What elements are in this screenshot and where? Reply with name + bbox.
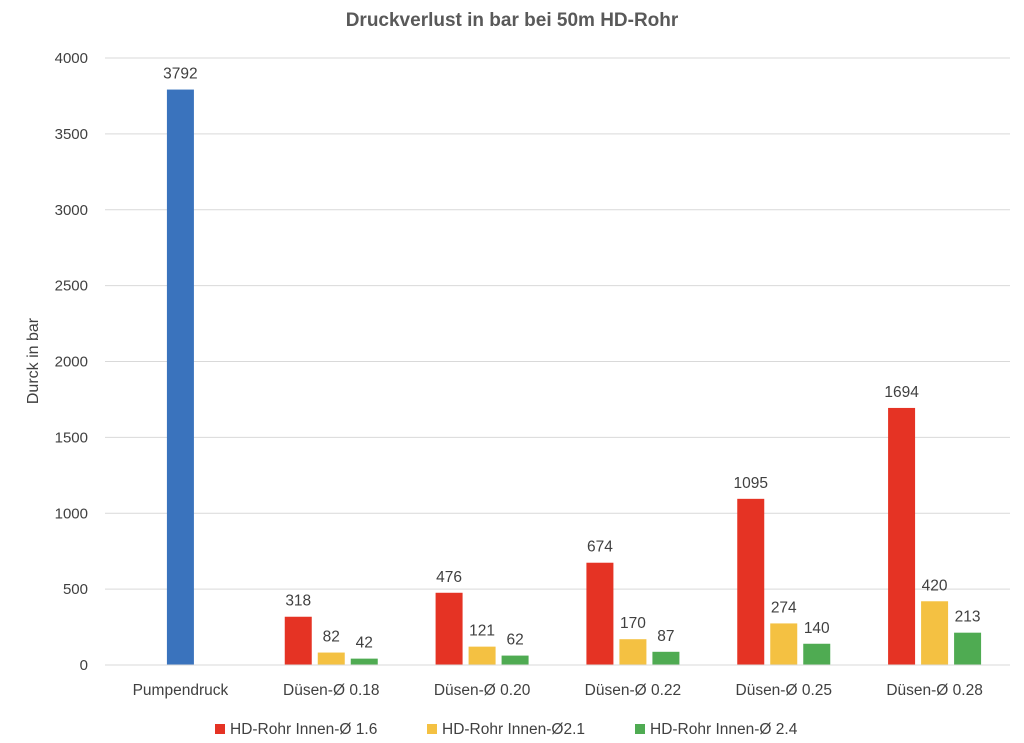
bar [350, 658, 378, 665]
y-tick-label: 0 [80, 657, 88, 674]
bar [166, 89, 194, 665]
bar [737, 498, 765, 665]
y-tick-label: 2000 [55, 354, 88, 371]
legend-item: HD-Rohr Innen-Ø 1.6 [215, 721, 377, 738]
data-label: 42 [356, 635, 373, 652]
bar [652, 651, 680, 665]
y-axis-label: Durck in bar [25, 317, 42, 404]
data-label: 82 [323, 629, 340, 646]
data-label: 420 [922, 577, 948, 594]
legend-item: HD-Rohr Innen-Ø2.1 [427, 721, 585, 738]
bar [284, 616, 312, 665]
legend: HD-Rohr Innen-Ø 1.6 HD-Rohr Innen-Ø2.1 HD-… [215, 721, 798, 738]
x-category-label: Düsen-Ø 0.25 [736, 682, 833, 699]
y-tick-label: 1500 [55, 429, 88, 446]
y-tick-label: 2500 [55, 278, 88, 295]
data-label: 1095 [734, 475, 768, 492]
y-tick-label: 3500 [55, 126, 88, 143]
legend-swatch [427, 724, 437, 734]
bar [888, 407, 916, 665]
data-label: 121 [469, 623, 495, 640]
data-label: 213 [955, 609, 981, 626]
data-label: 62 [506, 632, 523, 649]
bars [166, 89, 982, 665]
gridlines [105, 57, 1010, 590]
bar [435, 592, 463, 665]
data-labels: 3792 318 82 42 476 121 62 674 170 87 1095 274 140 169… [163, 66, 980, 652]
data-label: 476 [436, 569, 462, 586]
x-category-label: Düsen-Ø 0.18 [283, 682, 380, 699]
legend-swatch [215, 724, 225, 734]
data-label: 3792 [163, 66, 197, 83]
bar [803, 643, 831, 665]
bar [619, 639, 647, 665]
data-label: 140 [804, 620, 830, 637]
legend-label: HD-Rohr Innen-Ø 1.6 [230, 721, 377, 738]
legend-label: HD-Rohr Innen-Ø2.1 [442, 721, 585, 738]
y-tick-label: 1000 [55, 505, 88, 522]
legend-swatch [635, 724, 645, 734]
data-label: 1694 [884, 384, 919, 401]
bar [317, 652, 345, 665]
y-axis-ticks: 0 500 1000 1500 2000 2500 3000 3500 4000 [55, 50, 88, 674]
legend-label: HD-Rohr Innen-Ø 2.4 [650, 721, 798, 738]
data-label: 674 [587, 539, 613, 556]
bar [770, 623, 798, 665]
x-category-label: Düsen-Ø 0.28 [886, 682, 983, 699]
y-tick-label: 500 [63, 581, 88, 598]
data-label: 87 [657, 628, 674, 645]
bar [501, 655, 529, 665]
bar [586, 562, 614, 665]
bar [921, 601, 949, 665]
bar [954, 632, 982, 665]
data-label: 170 [620, 615, 646, 632]
x-axis-categories: Pumpendruck Düsen-Ø 0.18 Düsen-Ø 0.20 Düsen… [133, 682, 983, 699]
x-category-label: Düsen-Ø 0.20 [434, 682, 531, 699]
bar [468, 646, 496, 665]
data-label: 274 [771, 599, 797, 616]
y-tick-label: 4000 [55, 50, 88, 67]
x-category-label: Pumpendruck [133, 682, 229, 699]
data-label: 318 [285, 593, 311, 610]
chart-title: Druckverlust in bar bei 50m HD-Rohr [346, 10, 679, 31]
y-tick-label: 3000 [55, 202, 88, 219]
x-category-label: Düsen-Ø 0.22 [585, 682, 682, 699]
legend-item: HD-Rohr Innen-Ø 2.4 [635, 721, 798, 738]
